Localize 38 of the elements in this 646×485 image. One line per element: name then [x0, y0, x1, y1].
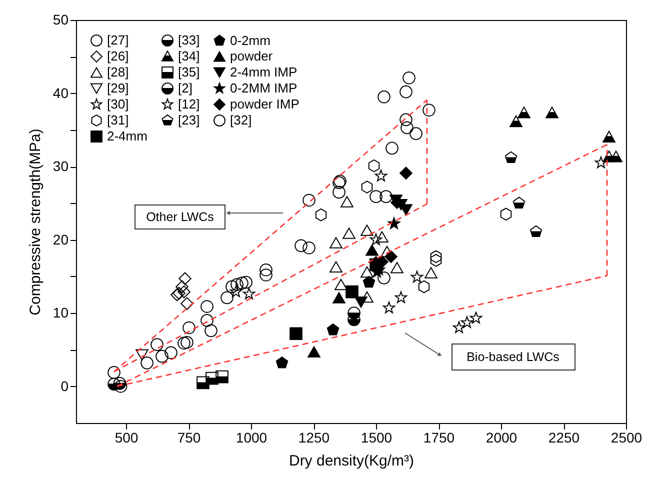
legend-label: 2-4mm: [107, 128, 148, 144]
legend-label: powder IMP: [230, 96, 300, 112]
legend-label: [2]: [178, 80, 192, 96]
annotation: Other LWCs: [146, 210, 214, 224]
legend-label: powder: [230, 48, 274, 64]
x-tick-label: 750: [177, 430, 201, 446]
y-tick-label: 10: [52, 304, 69, 321]
legend-label: [32]: [230, 112, 252, 128]
x-tick-label: 2000: [486, 430, 518, 446]
legend-label: [27]: [107, 32, 129, 48]
y-tick-label: 0: [60, 378, 69, 394]
x-tick-label: 1000: [236, 430, 268, 446]
x-tick-label: 1500: [360, 430, 392, 446]
legend-label: [23]: [178, 112, 200, 128]
y-tick-label: 50: [52, 12, 69, 28]
annotation: Bio-based LWCs: [466, 350, 560, 364]
y-tick-label: 30: [52, 158, 69, 174]
x-tick-label: 500: [114, 430, 138, 446]
legend-label: [30]: [107, 96, 129, 112]
legend-label: [35]: [178, 64, 200, 80]
legend-label: 0-2MM IMP: [230, 80, 298, 96]
legend-label: [34]: [178, 48, 200, 64]
y-tick-label: 40: [52, 84, 69, 101]
legend-label: [31]: [107, 112, 129, 128]
legend-label: 0-2mm: [230, 32, 270, 48]
x-tick-label: 2500: [610, 430, 642, 446]
x-axis-title: Dry density(Kg/m³): [288, 452, 414, 470]
legend-label: [26]: [107, 48, 129, 64]
x-tick-label: 1750: [423, 430, 455, 446]
legend-label: [12]: [178, 96, 200, 112]
y-axis-title: Compressive strength(MPa): [26, 128, 44, 316]
x-tick-label: 2250: [548, 430, 580, 446]
legend-label: 2-4mm IMP: [230, 64, 298, 80]
legend-label: [29]: [107, 80, 129, 96]
y-tick-label: 20: [52, 231, 69, 248]
legend-label: [33]: [178, 32, 200, 48]
legend-label: [28]: [107, 64, 129, 80]
x-tick-label: 1250: [298, 430, 330, 446]
